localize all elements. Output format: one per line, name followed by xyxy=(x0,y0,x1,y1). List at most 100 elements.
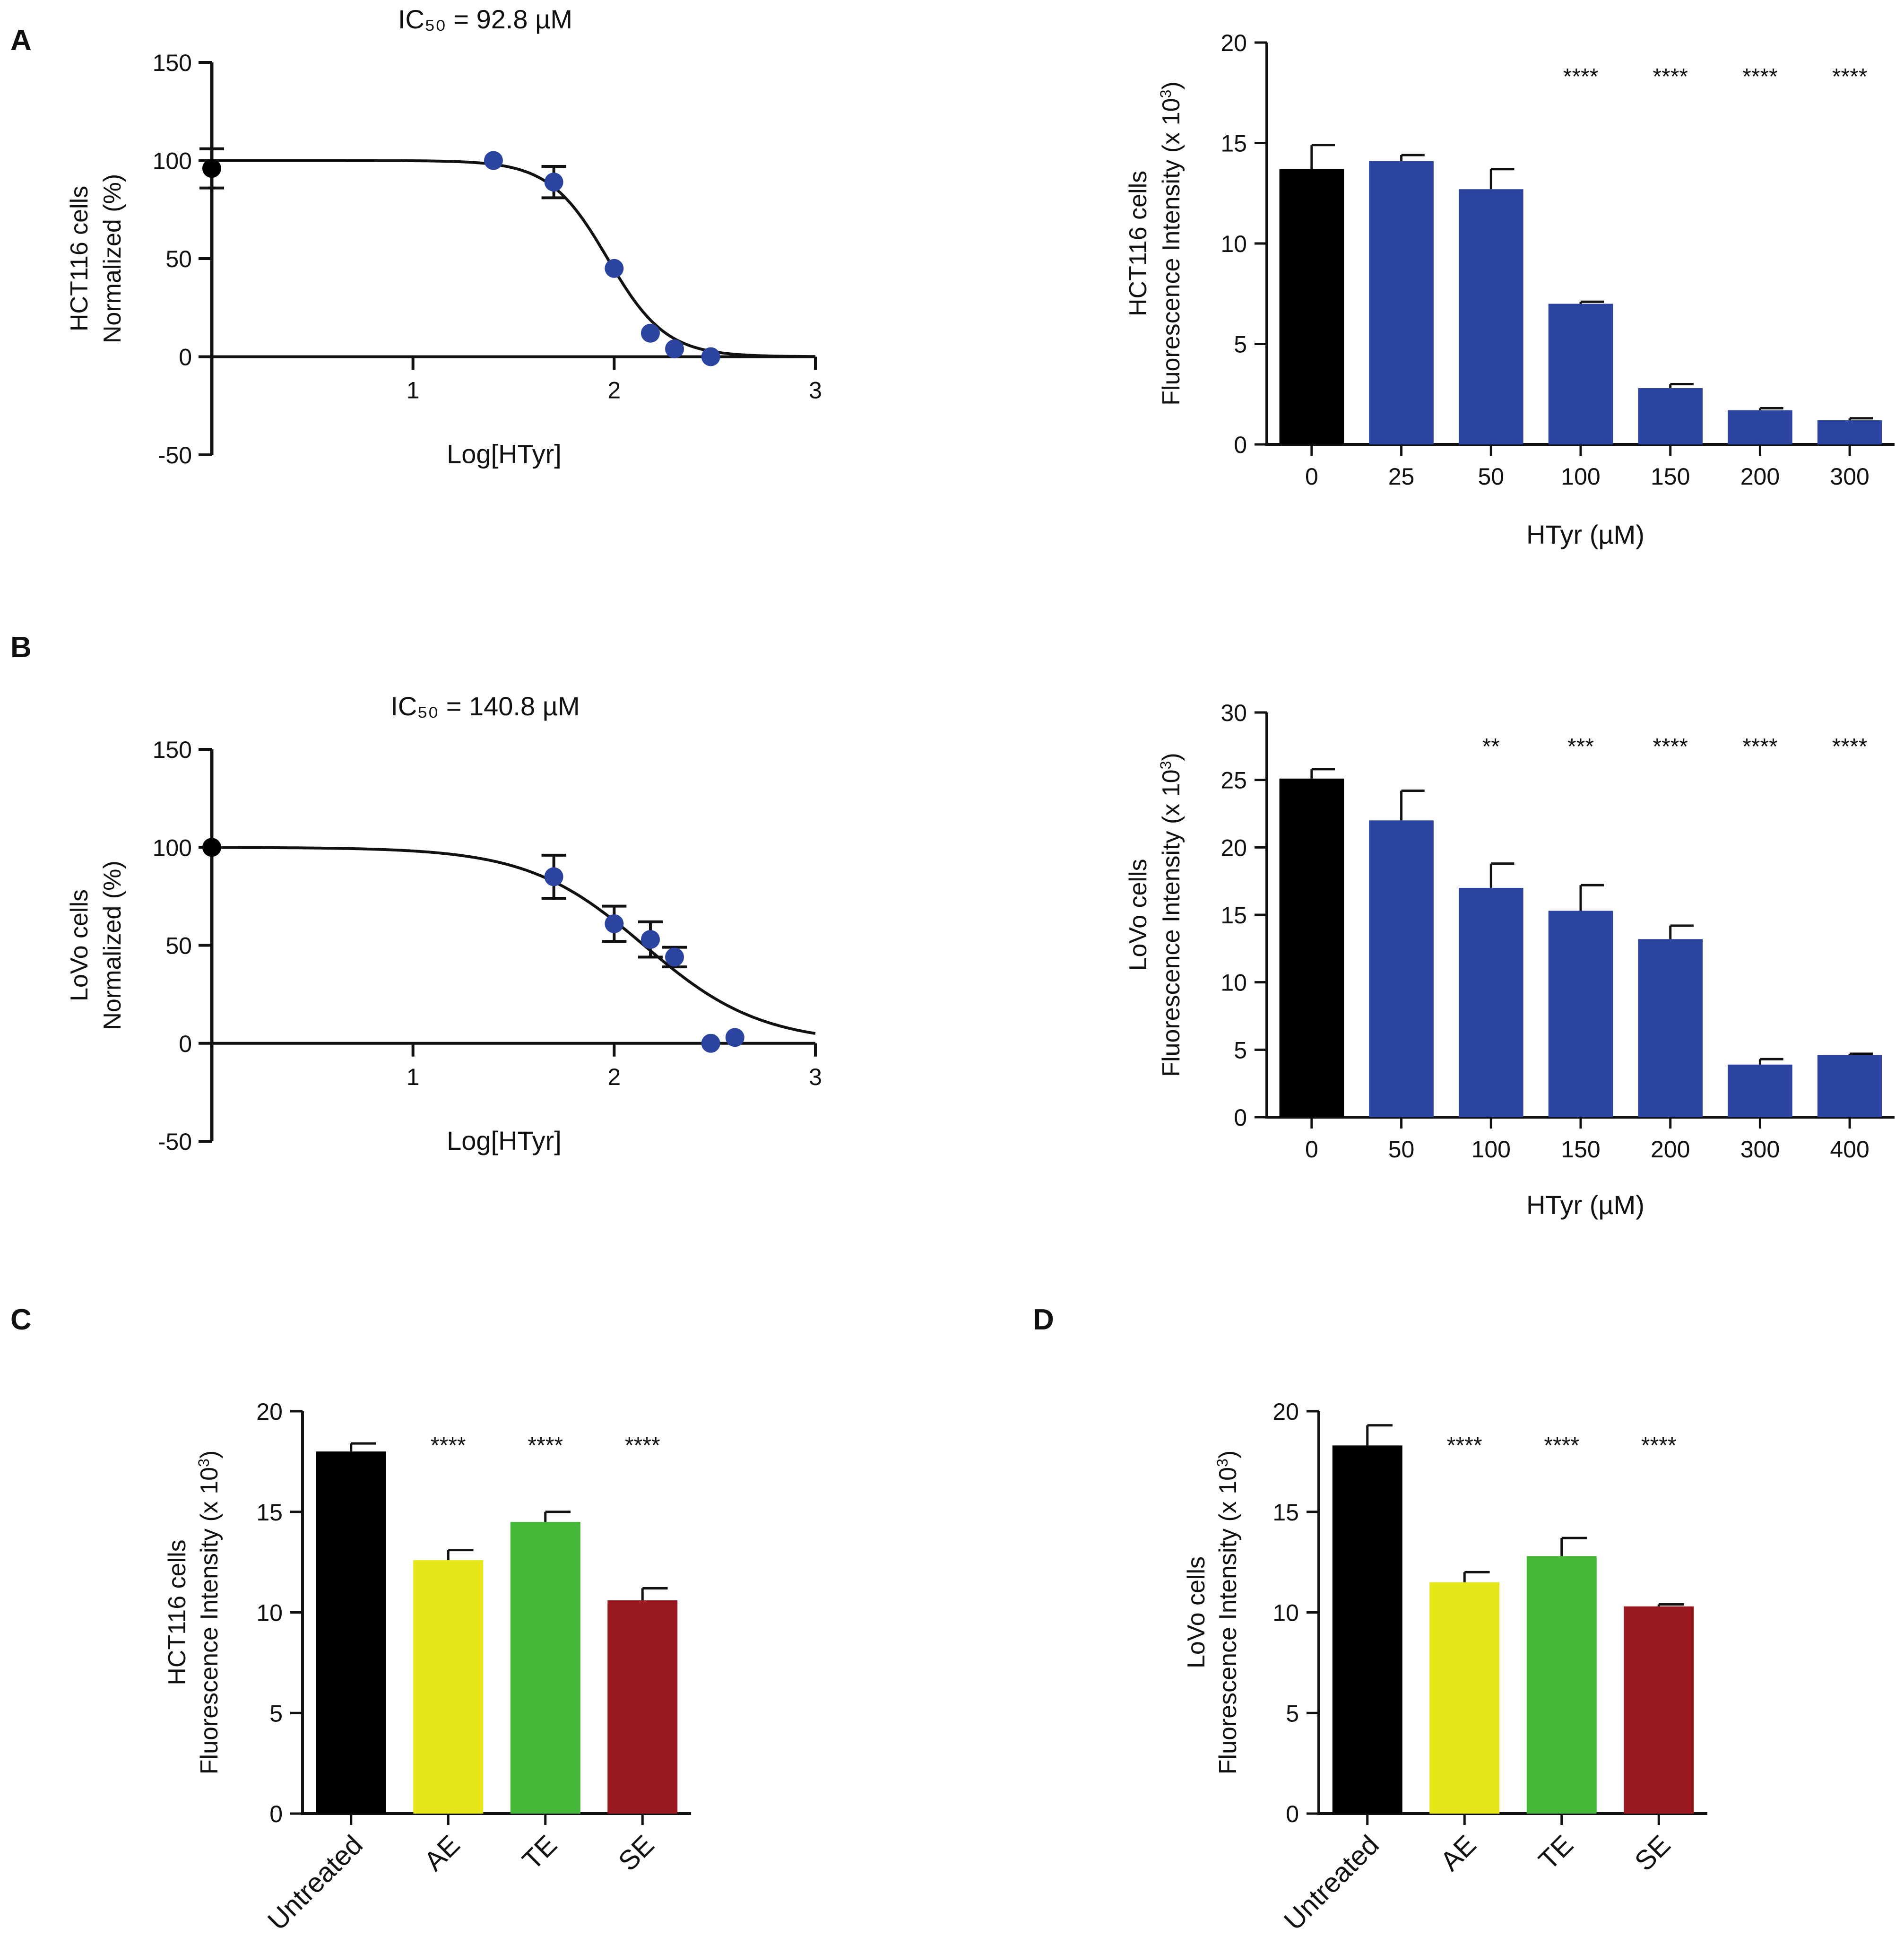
data-point xyxy=(202,159,221,178)
x-tick-label: 100 xyxy=(1471,1136,1511,1163)
y-tick-label: 0 xyxy=(1234,432,1247,458)
bar xyxy=(413,1560,484,1814)
bar xyxy=(607,1600,678,1814)
y-tick-label: 0 xyxy=(179,344,192,371)
x-tick-label: 400 xyxy=(1830,1136,1869,1163)
x-tick-label: 1 xyxy=(407,377,420,404)
y-tick-label: -50 xyxy=(158,442,192,469)
bar xyxy=(1638,388,1703,444)
significance-label: **** xyxy=(1641,1433,1677,1458)
bar xyxy=(1728,1064,1792,1117)
x-tick-label: AE xyxy=(1435,1829,1482,1877)
y-tick-label: 15 xyxy=(1272,1499,1299,1526)
bar xyxy=(1728,410,1792,444)
x-tick-label: 50 xyxy=(1478,463,1504,490)
data-point xyxy=(202,838,221,857)
y-tick-label: 20 xyxy=(1220,834,1247,861)
bar xyxy=(510,1522,580,1814)
y-axis-title-close: ) xyxy=(196,1450,223,1459)
x-tick-label: 25 xyxy=(1388,463,1415,490)
y-axis-title-line2: Fluorescence Intensity (x 103) xyxy=(1157,81,1185,405)
chart-title: IC₅₀ = 140.8 µM xyxy=(390,691,580,721)
y-tick-label: 20 xyxy=(1272,1398,1299,1425)
significance-label: **** xyxy=(1832,64,1868,89)
x-tick-label: 100 xyxy=(1561,463,1600,490)
significance-label: **** xyxy=(431,1433,466,1458)
x-axis-title: HTyr (µM) xyxy=(1526,1190,1644,1220)
bar xyxy=(1369,161,1434,444)
y-axis-title-exponent: 3 xyxy=(1157,761,1174,770)
x-tick-label: 200 xyxy=(1651,1136,1690,1163)
x-axis-title: Log[HTyr] xyxy=(447,439,562,469)
bar xyxy=(1817,420,1882,444)
y-axis-title-line2: Fluorescence Intensity (x 103) xyxy=(1214,1450,1242,1774)
y-tick-label: 50 xyxy=(165,933,192,959)
data-point xyxy=(640,930,660,949)
x-tick-label: 50 xyxy=(1388,1136,1415,1163)
significance-label: **** xyxy=(1447,1433,1482,1458)
x-tick-label: 2 xyxy=(607,1064,621,1090)
bar xyxy=(1369,820,1434,1117)
bar xyxy=(1279,778,1344,1117)
y-axis-title-line1: HCT116 cells xyxy=(66,186,93,331)
y-tick-label: 5 xyxy=(1234,331,1247,358)
x-tick-label: 200 xyxy=(1740,463,1780,490)
data-point xyxy=(725,1028,744,1047)
data-point xyxy=(701,1033,720,1053)
y-tick-label: 100 xyxy=(153,148,192,174)
x-tick-label: Untreated xyxy=(1278,1829,1385,1936)
y-axis-title-close: ) xyxy=(1158,753,1185,761)
bar xyxy=(1817,1055,1882,1117)
y-tick-label: 150 xyxy=(153,50,192,76)
y-axis-title-line2: Fluorescence Intensity (x 103) xyxy=(195,1450,223,1774)
y-tick-label: 0 xyxy=(1234,1104,1247,1131)
y-axis-title-exponent: 3 xyxy=(1214,1459,1231,1467)
chart-a-dose-response: 150 100 50 0 -50 1 2 3 IC₅₀ = 92.8 µM Log[HTyr] HC… xyxy=(66,4,822,469)
fit-curve xyxy=(212,846,816,1035)
data-point xyxy=(484,151,503,170)
x-axis-title: Log[HTyr] xyxy=(447,1126,562,1155)
y-tick-label: 15 xyxy=(1220,902,1247,929)
y-tick-label: 20 xyxy=(1220,30,1247,56)
x-tick-label: 150 xyxy=(1651,463,1690,490)
y-axis-title-line1: HCT116 cells xyxy=(1125,171,1152,316)
x-tick-label: 0 xyxy=(1305,1136,1318,1163)
y-tick-label: 15 xyxy=(1220,130,1247,157)
y-tick-label: 20 xyxy=(256,1398,283,1425)
y-axis-title-text: Fluorescence Intensity (x 10 xyxy=(1158,769,1185,1077)
y-tick-label: 0 xyxy=(179,1031,192,1057)
y-tick-label: 100 xyxy=(153,834,192,861)
significance-label: **** xyxy=(1544,1433,1579,1458)
significance-label: **** xyxy=(528,1433,563,1458)
x-tick-label: 3 xyxy=(809,377,822,404)
bar xyxy=(1332,1445,1402,1814)
data-point xyxy=(544,867,563,886)
x-tick-label: 2 xyxy=(607,377,621,404)
bar xyxy=(1548,911,1613,1117)
y-tick-label: 0 xyxy=(1286,1801,1299,1827)
x-tick-label: TE xyxy=(1533,1829,1579,1876)
bar xyxy=(1624,1606,1694,1814)
bar xyxy=(1429,1582,1500,1814)
significance-label: ** xyxy=(1482,734,1500,759)
significance-label: **** xyxy=(1742,734,1778,759)
data-point xyxy=(544,173,563,192)
y-axis-title-close: ) xyxy=(1214,1450,1242,1459)
panel-label-b: B xyxy=(10,631,32,664)
panel-label-d: D xyxy=(1033,1303,1054,1336)
y-axis-title-line2: Normalized (%) xyxy=(99,860,126,1030)
bar xyxy=(1279,169,1344,444)
y-axis-title-line2: Normalized (%) xyxy=(99,174,126,343)
y-axis-title-exponent: 3 xyxy=(1157,90,1174,98)
data-point xyxy=(665,339,684,358)
y-tick-label: 5 xyxy=(1234,1037,1247,1063)
significance-label: **** xyxy=(625,1433,660,1458)
data-point xyxy=(701,347,720,366)
significance-label: *** xyxy=(1567,734,1594,759)
significance-label: **** xyxy=(1563,64,1599,89)
y-tick-label: 50 xyxy=(165,246,192,272)
